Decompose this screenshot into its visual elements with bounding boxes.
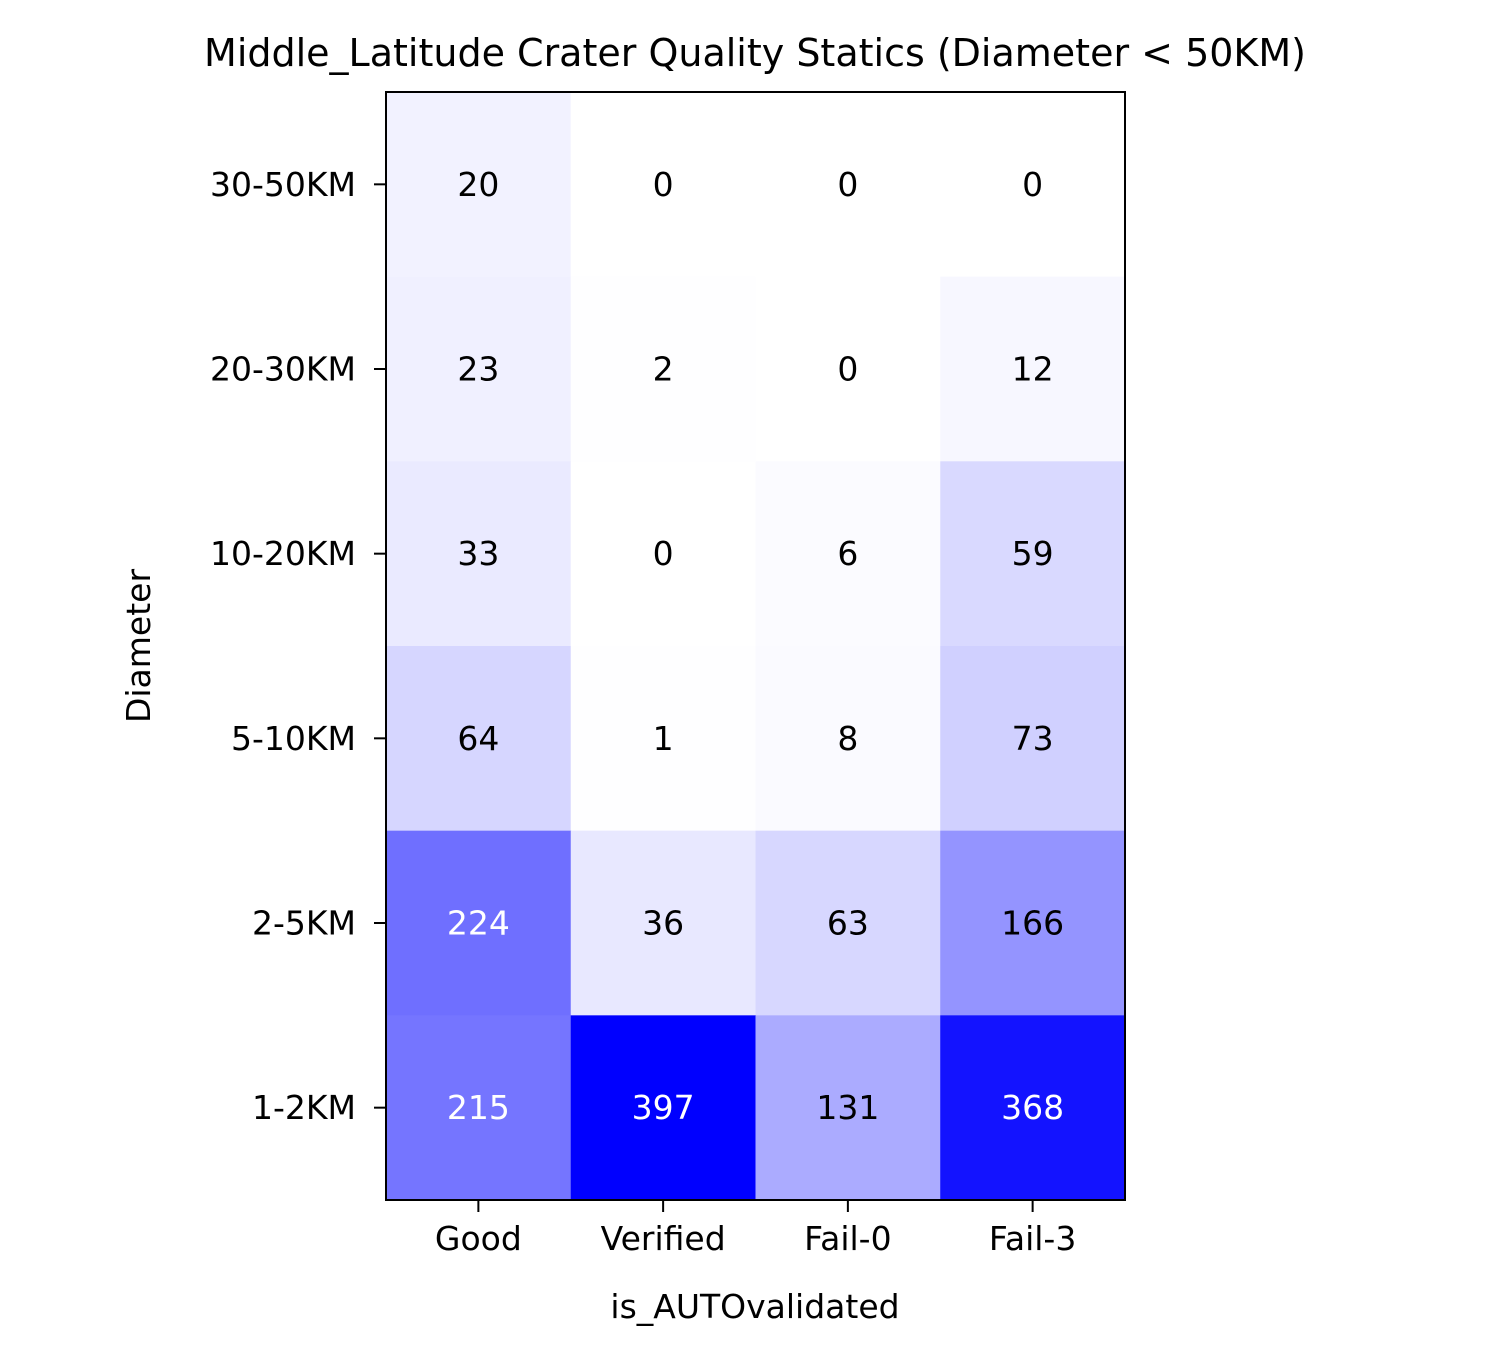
heatmap-cell-value: 224 (447, 904, 510, 943)
heatmap-cell-value: 368 (1001, 1088, 1064, 1127)
heatmap-cell (940, 1015, 1126, 1201)
heatmap-cell (570, 646, 756, 832)
heatmap-cell (755, 1015, 941, 1201)
heatmap-cell (570, 92, 756, 278)
x-tick-label: Good (435, 1219, 522, 1258)
heatmap-cell (570, 830, 756, 1016)
heatmap-cell (755, 646, 941, 832)
heatmap-cell (386, 646, 572, 832)
heatmap-cell (570, 276, 756, 462)
heatmap-cell-value: 0 (1022, 165, 1043, 204)
heatmap-cell-value: 20 (457, 165, 499, 204)
heatmap-cell-value: 36 (642, 904, 684, 943)
heatmap-cell (570, 1015, 756, 1201)
x-axis-ticks: Good Verified Fail-0 Fail-3 (435, 1200, 1076, 1258)
heatmap-cell (755, 830, 941, 1016)
heatmap-cells (386, 92, 1126, 1201)
heatmap-cell-value: 166 (1001, 904, 1064, 943)
heatmap-cell (386, 276, 572, 462)
heatmap-cell (940, 461, 1126, 647)
heatmap-cell-value: 64 (457, 719, 499, 758)
heatmap-cell-value: 73 (1012, 719, 1054, 758)
x-tick-label: Verified (601, 1219, 726, 1258)
heatmap-cell-value: 23 (457, 350, 499, 389)
heatmap-cell-value: 215 (447, 1088, 510, 1127)
heatmap-cell (755, 461, 941, 647)
y-tick-label: 2-5KM (252, 904, 356, 943)
heatmap-cell-value: 131 (816, 1088, 879, 1127)
y-tick-label: 5-10KM (231, 719, 356, 758)
heatmap-cell-value: 0 (653, 165, 674, 204)
heatmap-cell-value: 12 (1012, 350, 1054, 389)
heatmap-cell (386, 1015, 572, 1201)
heatmap-cell-value: 0 (653, 534, 674, 573)
heatmap-cell-value: 397 (632, 1088, 695, 1127)
heatmap-cell-value: 63 (827, 904, 869, 943)
chart-title: Middle_Latitude Crater Quality Statics (… (204, 31, 1306, 75)
heatmap-cell-value: 33 (457, 534, 499, 573)
heatmap-cell (755, 92, 941, 278)
y-tick-label: 1-2KM (252, 1088, 356, 1127)
heatmap-cell (940, 646, 1126, 832)
plot-frame (385, 91, 1126, 1201)
y-axis-label: Diameter (119, 569, 158, 723)
heatmap-cell (386, 92, 572, 278)
y-tick-label: 20-30KM (210, 350, 356, 389)
heatmap-cell-value: 1 (653, 719, 674, 758)
heatmap-cell (940, 276, 1126, 462)
heatmap-cell (386, 461, 572, 647)
x-axis-label: is_AUTOvalidated (610, 1287, 899, 1326)
heatmap-cell-value: 0 (837, 350, 858, 389)
x-tick-label: Fail-3 (989, 1219, 1076, 1258)
heatmap-cell (386, 830, 572, 1016)
heatmap-cell (940, 830, 1126, 1016)
heatmap-cell (570, 461, 756, 647)
x-tick-label: Fail-0 (804, 1219, 891, 1258)
y-axis-ticks: 30-50KM 20-30KM 10-20KM 5-10KM 2-5KM 1-2KM (210, 165, 386, 1127)
heatmap-cell-value: 8 (837, 719, 858, 758)
y-tick-label: 30-50KM (210, 165, 356, 204)
heatmap-cell (755, 276, 941, 462)
heatmap-cell-value: 0 (837, 165, 858, 204)
heatmap-cell-value: 2 (653, 350, 674, 389)
heatmap-cell-value: 59 (1012, 534, 1054, 573)
y-tick-label: 10-20KM (210, 534, 356, 573)
heatmap-cell-value: 6 (837, 534, 858, 573)
heatmap-cell (940, 92, 1126, 278)
